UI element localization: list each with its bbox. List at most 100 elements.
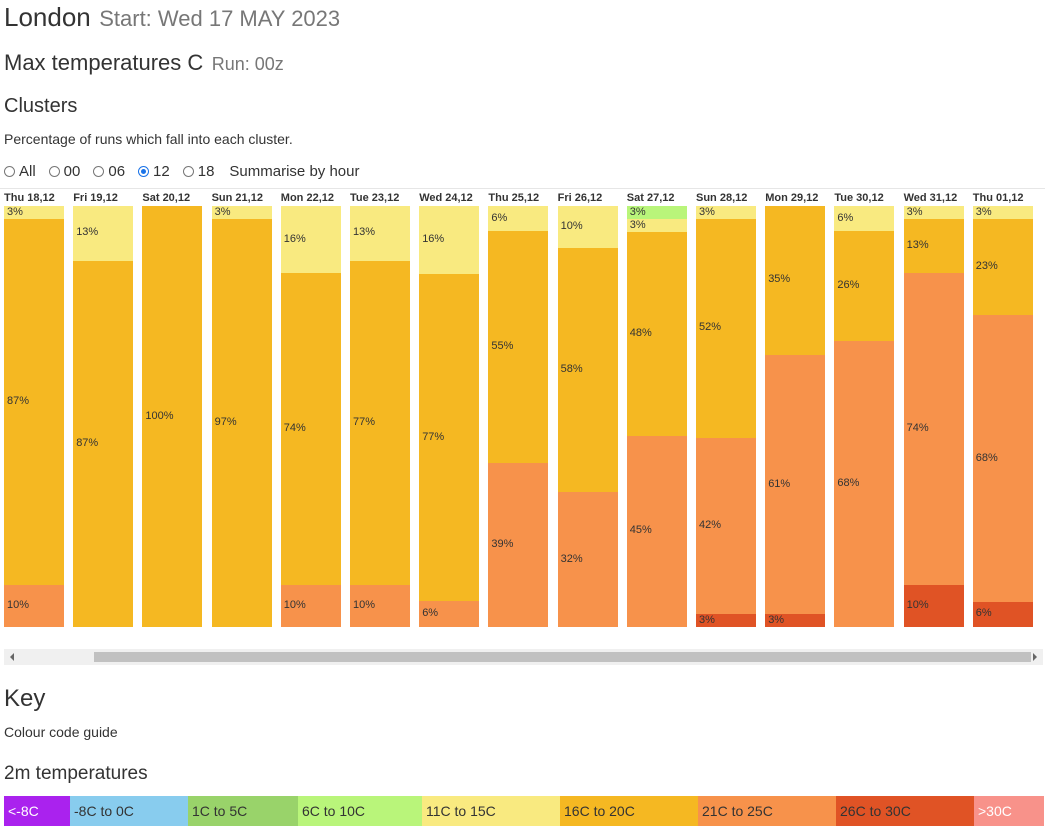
cluster-segment[interactable]: 3% [626,206,687,219]
segment-percentage-label: 61% [768,477,791,490]
segment-percentage-label: 39% [491,537,514,550]
scroll-left-icon[interactable] [10,653,14,661]
radio-00[interactable]: 00 [48,163,80,180]
run-label: Run: 00z [211,54,284,74]
segment-percentage-label: 6% [975,607,992,620]
cluster-segment[interactable]: 68% [972,315,1033,602]
column-date-label: Thu 18,12 [4,192,55,204]
segment-percentage-label: 3% [975,206,992,218]
radio-button[interactable] [93,166,105,177]
cluster-segment[interactable]: 3% [765,614,826,627]
cluster-segment[interactable]: 10% [280,584,341,627]
cluster-segment[interactable]: 3% [903,206,964,219]
segment-percentage-label: 48% [629,326,652,339]
cluster-segment[interactable]: 39% [488,462,549,627]
column-date-label: Fri 19,12 [73,192,118,204]
column-date-label: Tue 23,12 [350,192,400,204]
cluster-segment[interactable]: 10% [903,584,964,627]
segment-percentage-label: 10% [906,598,929,611]
segment-percentage-label: 13% [76,226,99,239]
cluster-segment[interactable]: 6% [834,206,895,232]
cluster-segment[interactable]: 55% [488,231,549,463]
segment-percentage-label: 32% [560,552,583,565]
cluster-segment[interactable]: 87% [73,260,134,627]
hour-selector: All 00 06 12 18 Summarise by hour [4,163,359,180]
column-date-label: Mon 22,12 [280,192,334,204]
start-date: Start: Wed 17 MAY 2023 [99,6,341,31]
radio-button[interactable] [4,166,15,177]
cluster-segment[interactable]: 10% [350,584,410,627]
cluster-segment[interactable]: 100% [142,206,203,627]
cluster-segment[interactable]: 16% [419,206,480,275]
cluster-segment[interactable]: 13% [903,218,964,274]
cluster-segment[interactable]: 6% [488,206,549,232]
segment-percentage-label: 45% [629,524,652,537]
radio-06[interactable]: 06 [93,163,125,180]
radio-button[interactable] [182,166,194,177]
radio-button[interactable] [138,166,150,177]
segment-percentage-label: 13% [906,238,929,251]
segment-percentage-label: 3% [906,206,923,218]
segment-percentage-label: 3% [699,206,715,218]
cluster-segment[interactable]: 16% [280,206,341,274]
cluster-segment[interactable]: 32% [557,492,618,627]
key-heading: Key [4,685,46,712]
cluster-column: Sun 21,12 3% 97% [211,189,272,627]
cluster-column: Tue 30,12 6% 26% 68% [834,189,895,627]
segment-percentage-label: 10% [353,598,376,611]
cluster-segment[interactable]: 26% [834,231,895,341]
cluster-column: Wed 31,12 3% 13% 74% 10% [903,189,964,627]
cluster-segment[interactable]: 58% [557,248,618,493]
cluster-segment[interactable]: 35% [765,206,826,355]
radio-all[interactable]: All [4,163,36,180]
cluster-segment[interactable]: 74% [280,273,341,585]
cluster-segment[interactable]: 10% [557,206,618,249]
cluster-segment[interactable]: 45% [626,435,687,627]
cluster-segment[interactable]: 3% [4,206,64,219]
cluster-segment[interactable]: 97% [211,218,272,627]
cluster-segment[interactable]: 74% [903,273,964,585]
cluster-segment[interactable]: 3% [696,206,756,219]
colour-key: <-8C -8C to 0C 1C to 5C 6C to 10C 11C to 15C… [4,796,1044,826]
cluster-segment[interactable]: 3% [211,206,272,219]
segment-percentage-label: 3% [7,206,23,218]
cluster-segment[interactable]: 6% [972,601,1033,627]
cluster-segment[interactable]: 3% [626,218,687,232]
summarise-by-hour-label: Summarise by hour [229,163,360,180]
segment-percentage-label: 58% [560,363,583,376]
cluster-segment[interactable]: 13% [350,206,410,261]
cluster-segment[interactable]: 77% [419,274,480,602]
key-item: -8C to 0C [70,796,188,826]
cluster-segment[interactable]: 23% [972,218,1033,316]
cluster-segment[interactable]: 87% [4,218,64,585]
cluster-segment[interactable]: 68% [834,340,895,627]
segment-percentage-label: 74% [906,422,929,435]
cluster-segment[interactable]: 42% [696,437,756,615]
cluster-segment[interactable]: 48% [626,231,687,436]
radio-18[interactable]: 18 [182,163,214,180]
cluster-segment[interactable]: 6% [419,601,480,627]
radio-12[interactable]: 12 [138,163,170,180]
scrollbar-thumb[interactable] [94,652,1031,662]
column-date-label: Wed 31,12 [903,192,958,204]
cluster-segment[interactable]: 10% [4,584,64,627]
horizontal-scrollbar[interactable] [4,649,1043,665]
segment-percentage-label: 3% [768,614,785,627]
cluster-segment[interactable]: 61% [765,354,826,615]
cluster-segment[interactable]: 3% [696,614,756,627]
segment-percentage-label: 13% [353,226,376,239]
cluster-segment[interactable]: 52% [696,218,756,438]
cluster-segment[interactable]: 13% [73,206,134,261]
scroll-right-icon[interactable] [1033,653,1037,661]
key-item: 11C to 15C [422,796,560,826]
segment-percentage-label: 68% [975,451,998,464]
cluster-column: Thu 18,12 3% 87% 10% [4,189,64,627]
cluster-column: Fri 26,12 10% 58% 32% [557,189,618,627]
clusters-heading: Clusters [4,95,78,117]
radio-button[interactable] [48,166,60,177]
cluster-segment[interactable]: 77% [350,260,410,585]
radio-label: 12 [153,163,170,180]
cluster-segment[interactable]: 3% [972,206,1033,219]
segment-percentage-label: 100% [145,409,174,422]
segment-percentage-label: 3% [699,614,715,627]
